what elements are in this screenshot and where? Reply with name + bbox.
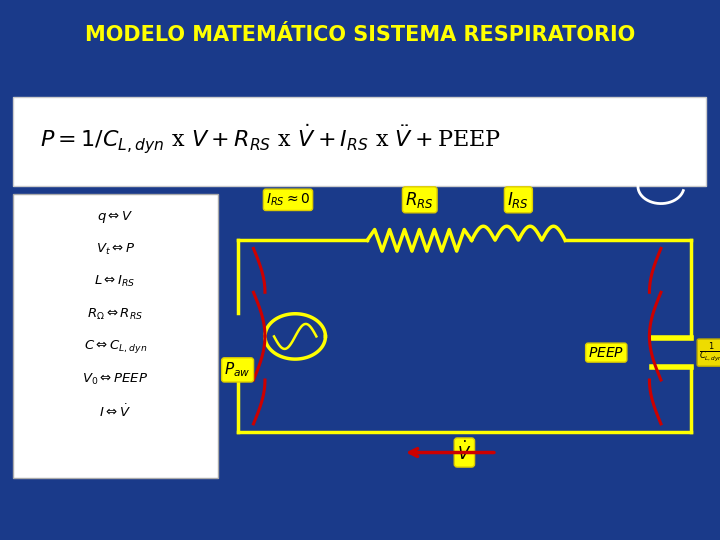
Text: $PEEP$: $PEEP$	[588, 346, 624, 360]
Text: MODELO MATEMÁTICO SISTEMA RESPIRATORIO: MODELO MATEMÁTICO SISTEMA RESPIRATORIO	[85, 25, 635, 45]
Text: $P_{aw}$: $P_{aw}$	[225, 361, 251, 379]
Text: $\dot{V}$: $\dot{V}$	[457, 441, 472, 464]
Text: $I_{RS} \approx 0$: $I_{RS} \approx 0$	[266, 192, 310, 208]
Text: $q \Leftrightarrow V$: $q \Leftrightarrow V$	[97, 209, 133, 225]
FancyBboxPatch shape	[13, 194, 218, 478]
Text: $R_\Omega \Leftrightarrow R_{RS}$: $R_\Omega \Leftrightarrow R_{RS}$	[87, 307, 143, 322]
Text: $R_{RS}$: $R_{RS}$	[405, 190, 434, 210]
Text: $V_t \Leftrightarrow P$: $V_t \Leftrightarrow P$	[96, 242, 135, 257]
Text: $\mathit{P} = 1/C_{L,dyn}\ \mathregular{x}\ V + R_{RS}\ \mathregular{x}\ \dot{V}: $\mathit{P} = 1/C_{L,dyn}\ \mathregular{…	[40, 123, 500, 156]
Text: $V_0 \Leftrightarrow PEEP$: $V_0 \Leftrightarrow PEEP$	[82, 372, 148, 387]
Text: $I \Leftrightarrow \dot{V}$: $I \Leftrightarrow \dot{V}$	[99, 403, 131, 420]
Text: $I_{RS}$: $I_{RS}$	[508, 190, 529, 210]
FancyBboxPatch shape	[13, 97, 706, 186]
Text: $C \Leftrightarrow C_{L,dyn}$: $C \Leftrightarrow C_{L,dyn}$	[84, 338, 147, 355]
Text: $L \Leftrightarrow I_{RS}$: $L \Leftrightarrow I_{RS}$	[94, 274, 136, 289]
Text: $\frac{1}{C_{L,dyn}}$: $\frac{1}{C_{L,dyn}}$	[699, 341, 720, 364]
